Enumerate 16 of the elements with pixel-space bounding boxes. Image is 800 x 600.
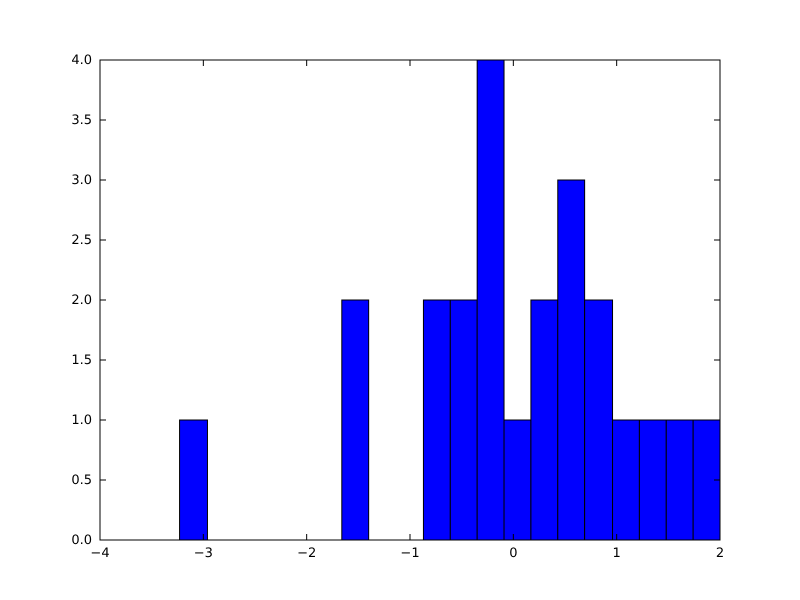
x-tick-label: −2 <box>297 546 316 562</box>
y-tick-label: 2.5 <box>71 233 92 248</box>
y-tick-label: 2.0 <box>71 293 92 308</box>
y-tick-label: 3.0 <box>71 173 92 188</box>
x-tick-label: −3 <box>194 546 213 562</box>
x-tick-label: 2 <box>716 546 724 562</box>
y-tick-label: 4.0 <box>71 53 92 68</box>
y-tick-label: 0.0 <box>71 533 92 548</box>
x-tick-label: −4 <box>90 546 110 562</box>
y-tick-label: 1.5 <box>71 353 92 368</box>
x-tick-label: 0 <box>509 546 518 562</box>
x-tick-label: −1 <box>400 546 420 562</box>
x-tick-label: 1 <box>612 546 621 562</box>
y-tick-label: 0.5 <box>71 473 92 488</box>
y-tick-label: 3.5 <box>71 113 92 128</box>
y-tick-label: 1.0 <box>71 413 92 428</box>
